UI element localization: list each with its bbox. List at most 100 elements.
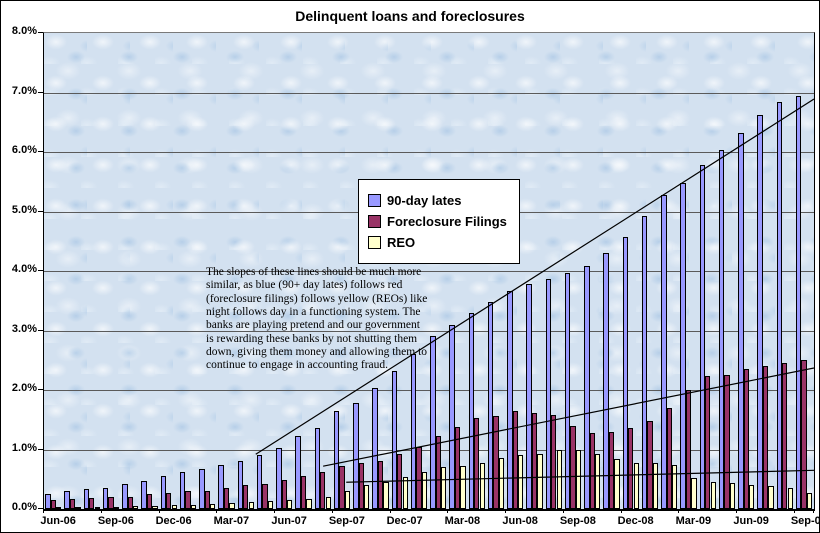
gridline-6pct	[44, 152, 814, 153]
legend-label: REO	[387, 235, 416, 250]
bar-reo	[806, 492, 813, 509]
bar-90-day-lates	[83, 488, 90, 509]
bar-90-day-lates	[699, 164, 706, 509]
x-axis-label: Sep-08	[559, 515, 596, 527]
bar-90-day-lates	[661, 194, 667, 509]
bar-90-day-lates	[487, 301, 494, 509]
bar-foreclosure-filings	[89, 498, 95, 509]
bar-reo	[768, 486, 774, 509]
x-axis-tick	[274, 509, 275, 513]
bar-90-day-lates	[391, 370, 398, 509]
bar-reo	[729, 483, 736, 509]
bar-reo	[364, 485, 370, 509]
bar-foreclosure-filings	[377, 460, 384, 509]
bar-foreclosure-filings	[512, 411, 518, 509]
y-axis-label: 4.0%	[11, 263, 37, 275]
bar-reo	[749, 484, 755, 509]
bar-90-day-lates	[256, 455, 263, 509]
bar-90-day-lates	[430, 336, 436, 509]
bar-reo	[94, 506, 100, 509]
x-axis-tick	[447, 509, 449, 513]
bar-foreclosure-filings	[570, 425, 576, 509]
x-axis-tick	[736, 509, 737, 513]
bar-foreclosure-filings	[743, 369, 749, 509]
bar-reo	[441, 467, 447, 509]
y-axis-tick	[38, 210, 43, 212]
reo-trend	[346, 469, 814, 483]
bar-reo	[460, 465, 466, 509]
x-axis-tick	[389, 509, 391, 513]
x-axis-tick	[43, 509, 44, 513]
gridline-1pct	[44, 449, 814, 451]
y-axis-tick	[38, 32, 43, 33]
x-axis-tick	[620, 509, 622, 513]
bar-90-day-lates	[776, 102, 783, 509]
bar-foreclosure-filings	[647, 420, 653, 509]
plot-area: The slopes of these lines should be much…	[43, 32, 815, 511]
bar-foreclosure-filings	[166, 492, 172, 509]
bar-foreclosure-filings	[50, 500, 56, 509]
bar-foreclosure-filings	[801, 360, 807, 509]
bar-reo	[556, 449, 562, 509]
legend: 90-day lates Foreclosure Filings REO	[358, 179, 520, 264]
y-axis-tick	[38, 151, 43, 152]
bar-foreclosure-filings	[782, 363, 788, 509]
y-axis-tick	[38, 91, 43, 93]
x-axis-label: Jun-06	[40, 515, 76, 527]
bar-90-day-lates	[372, 388, 378, 509]
x-axis-label: Sep-07	[328, 515, 365, 527]
bar-foreclosure-filings	[551, 415, 557, 509]
x-axis-tick	[793, 509, 795, 513]
legend-swatch-icon	[368, 194, 381, 207]
x-axis-tick	[678, 509, 680, 513]
bar-reo	[306, 498, 312, 509]
x-axis-label: Dec-08	[617, 515, 654, 527]
bar-90-day-lates	[314, 427, 321, 509]
bar-reo	[652, 463, 659, 509]
bar-reo	[210, 504, 216, 509]
bar-90-day-lates	[564, 273, 571, 509]
bar-foreclosure-filings	[358, 462, 364, 509]
bar-foreclosure-filings	[300, 475, 307, 509]
bar-foreclosure-filings	[685, 390, 692, 509]
bar-90-day-lates	[507, 291, 513, 509]
legend-item-foreclosure-filings: Foreclosure Filings	[368, 214, 507, 229]
bar-90-day-lates	[199, 468, 205, 509]
bar-reo	[248, 501, 254, 509]
bar-90-day-lates	[641, 216, 648, 509]
bar-90-day-lates	[526, 284, 532, 509]
bar-foreclosure-filings	[108, 497, 114, 509]
x-axis-tick	[813, 509, 814, 513]
bar-90-day-lates	[295, 436, 301, 509]
chart-annotation: The slopes of these lines should be much…	[206, 266, 428, 372]
bar-foreclosure-filings	[146, 494, 153, 509]
bar-reo	[383, 482, 389, 509]
y-axis-tick	[38, 508, 43, 509]
bar-foreclosure-filings	[243, 485, 249, 509]
bar-foreclosure-filings	[531, 412, 538, 509]
bar-reo	[672, 464, 678, 509]
bar-foreclosure-filings	[589, 432, 595, 509]
bar-foreclosure-filings	[204, 490, 210, 509]
bar-foreclosure-filings	[223, 487, 230, 509]
chart-title: Delinquent loans and foreclosures	[295, 8, 525, 24]
x-axis-label: Sep-06	[97, 515, 134, 527]
y-axis-label: 3.0%	[11, 322, 37, 335]
x-axis-label: Dec-06	[155, 515, 192, 527]
bar-90-day-lates	[738, 132, 744, 509]
bar-foreclosure-filings	[724, 374, 730, 509]
bar-foreclosure-filings	[608, 431, 615, 509]
bar-reo	[633, 462, 639, 509]
x-axis-label: Jun-09	[733, 515, 769, 527]
bar-90-day-lates	[449, 325, 455, 509]
legend-label: 90-day lates	[387, 193, 462, 208]
foreclosure-filings-trend	[323, 367, 814, 467]
bar-foreclosure-filings	[262, 484, 268, 509]
bar-foreclosure-filings	[69, 498, 76, 509]
bar-90-day-lates	[179, 472, 186, 509]
bar-90-day-lates	[160, 476, 167, 509]
bar-90-day-lates	[122, 484, 128, 509]
bar-foreclosure-filings	[127, 496, 133, 509]
bar-reo	[518, 455, 524, 509]
y-axis-tick	[38, 329, 43, 331]
